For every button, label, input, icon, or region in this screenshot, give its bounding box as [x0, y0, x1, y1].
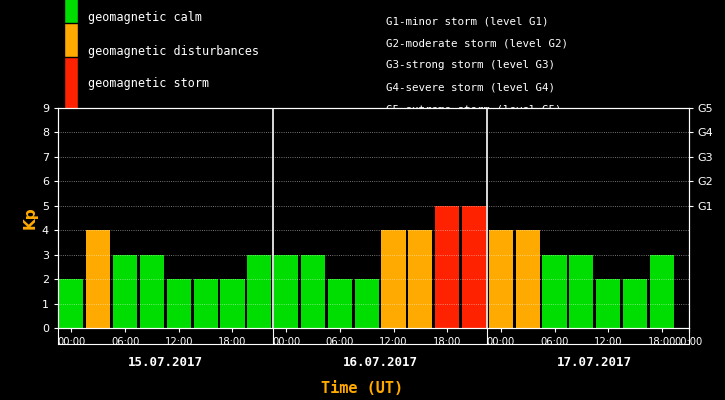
Bar [596, 279, 621, 328]
Text: G4-severe storm (level G4): G4-severe storm (level G4) [386, 82, 555, 92]
Bar [86, 230, 110, 328]
Bar [489, 230, 513, 328]
Bar [623, 279, 647, 328]
Text: G1-minor storm (level G1): G1-minor storm (level G1) [386, 16, 549, 26]
Bar [462, 206, 486, 328]
Bar [247, 255, 271, 328]
FancyBboxPatch shape [65, 24, 78, 78]
Text: 16.07.2017: 16.07.2017 [343, 356, 418, 369]
Bar [515, 230, 540, 328]
Text: geomagnetic storm: geomagnetic storm [88, 78, 209, 90]
Bar [328, 279, 352, 328]
FancyBboxPatch shape [65, 56, 78, 112]
Text: G5-extreme storm (level G5): G5-extreme storm (level G5) [386, 104, 561, 114]
Bar [140, 255, 164, 328]
Bar [301, 255, 325, 328]
Bar [59, 279, 83, 328]
Bar [167, 279, 191, 328]
Bar [435, 206, 459, 328]
Bar [113, 255, 137, 328]
Bar [408, 230, 432, 328]
Bar [220, 279, 244, 328]
Bar [542, 255, 567, 328]
FancyBboxPatch shape [65, 0, 78, 46]
Text: Time (UT): Time (UT) [321, 381, 404, 396]
Text: geomagnetic calm: geomagnetic calm [88, 12, 202, 24]
Bar [650, 255, 674, 328]
Text: geomagnetic disturbances: geomagnetic disturbances [88, 44, 259, 58]
Bar [194, 279, 218, 328]
Text: 17.07.2017: 17.07.2017 [558, 356, 632, 369]
Bar [569, 255, 594, 328]
Bar [274, 255, 298, 328]
Text: G3-strong storm (level G3): G3-strong storm (level G3) [386, 60, 555, 70]
Y-axis label: Kp: Kp [22, 207, 38, 229]
Text: G2-moderate storm (level G2): G2-moderate storm (level G2) [386, 38, 568, 48]
Bar [381, 230, 405, 328]
Bar [355, 279, 378, 328]
Text: 15.07.2017: 15.07.2017 [128, 356, 203, 369]
